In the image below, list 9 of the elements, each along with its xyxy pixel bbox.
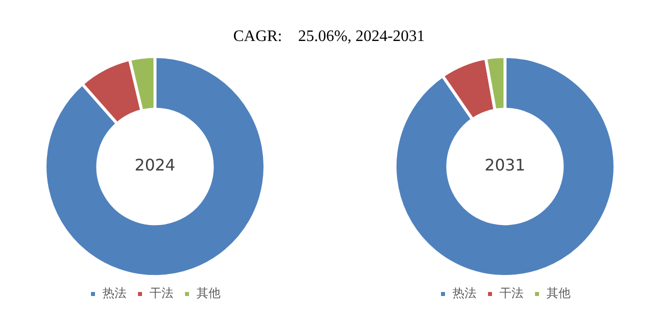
legend-label: 热法 (102, 286, 126, 300)
text: 2031 (484, 156, 526, 175)
legend-label: 其他 (546, 286, 570, 300)
legend-label: 其他 (196, 286, 220, 300)
text: 2024 (134, 156, 176, 175)
text: CAGR: 25.06%, 2024-2031 (232, 28, 426, 46)
legend-label: 干法 (500, 286, 524, 300)
legend-label: 热法 (452, 286, 476, 300)
legend-label: 干法 (150, 286, 174, 300)
